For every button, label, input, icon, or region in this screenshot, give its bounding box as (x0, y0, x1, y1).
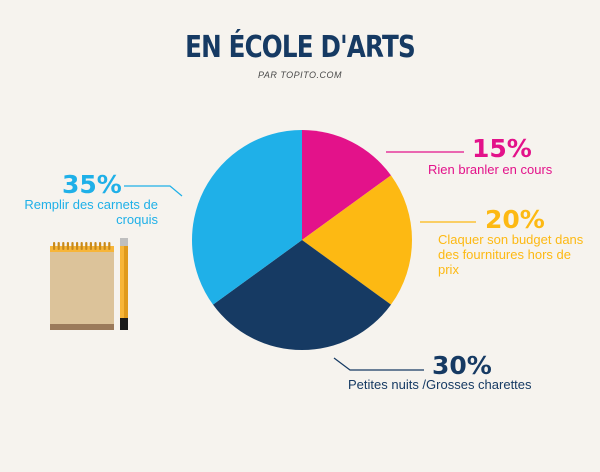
pie-slice-petites-nuits (213, 240, 391, 350)
slice-label-claquer: Claquer son budget dans des fournitures … (438, 232, 584, 277)
slice-pct-rien: 15% (472, 134, 532, 163)
slice-label-remplir: Remplir des carnets de croquis (24, 197, 158, 227)
leader-line-petites (333, 357, 424, 371)
pie-slice-rien-branler (302, 130, 391, 240)
slice-pct-claquer: 20% (485, 205, 545, 234)
slice-label-petites: Petites nuits /Grosses charettes (348, 377, 532, 392)
leader-line-remplir (124, 185, 183, 197)
pie-slice-claquer-budget (302, 175, 413, 305)
slice-pct-petites: 30% (432, 351, 492, 380)
page-title: EN ÉCOLE D'ARTS (185, 30, 416, 65)
pencil-illustration (120, 238, 128, 330)
sketchbook-illustration (50, 242, 114, 330)
slice-pct-remplir: 35% (62, 170, 122, 199)
page-subtitle: PAR TOPITO.COM (257, 70, 342, 80)
slice-label-rien: Rien branler en cours (428, 162, 553, 177)
pie-slice-remplir-carnets (192, 130, 302, 305)
